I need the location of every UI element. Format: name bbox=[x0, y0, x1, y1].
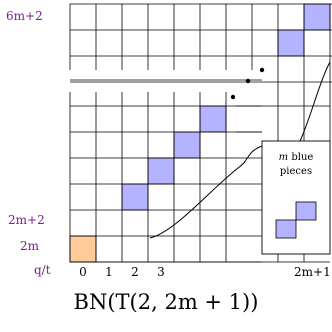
blue-square bbox=[277, 29, 305, 57]
blue-square bbox=[121, 183, 149, 211]
col-label-1: 1 bbox=[105, 265, 113, 279]
col-label-2m-plus-1: 2m+1 bbox=[294, 265, 331, 279]
caption: BN(T(2, 2m + 1)) bbox=[73, 290, 259, 314]
ellipsis-dot bbox=[259, 67, 265, 73]
lower-grid bbox=[69, 70, 331, 263]
knot-homology-diagram: m blue pieces 6m+2 2m+2 2m q/t 0 1 2 3 2… bbox=[6, 3, 332, 279]
callout-text-line1: m blue bbox=[279, 152, 314, 163]
label-q-over-t: q/t bbox=[34, 263, 51, 277]
callout-blue-square bbox=[295, 201, 317, 221]
callout-blue-square bbox=[275, 219, 297, 239]
col-label-0: 0 bbox=[79, 265, 87, 279]
callout-text-line2: pieces bbox=[280, 166, 312, 177]
blue-square bbox=[199, 105, 227, 133]
orange-square bbox=[69, 235, 97, 263]
callout-curve bbox=[149, 61, 331, 239]
label-2m-plus-2: 2m+2 bbox=[8, 213, 45, 227]
label-6m-plus-2: 6m+2 bbox=[6, 9, 43, 23]
ellipsis-dot bbox=[230, 94, 236, 100]
blue-square bbox=[303, 3, 331, 31]
col-label-3: 3 bbox=[157, 265, 165, 279]
label-2m: 2m bbox=[20, 239, 40, 253]
col-label-2: 2 bbox=[131, 265, 139, 279]
ellipsis-dot bbox=[245, 78, 251, 84]
upper-grid bbox=[69, 3, 332, 83]
blue-square bbox=[173, 131, 201, 159]
blue-square bbox=[147, 157, 175, 185]
